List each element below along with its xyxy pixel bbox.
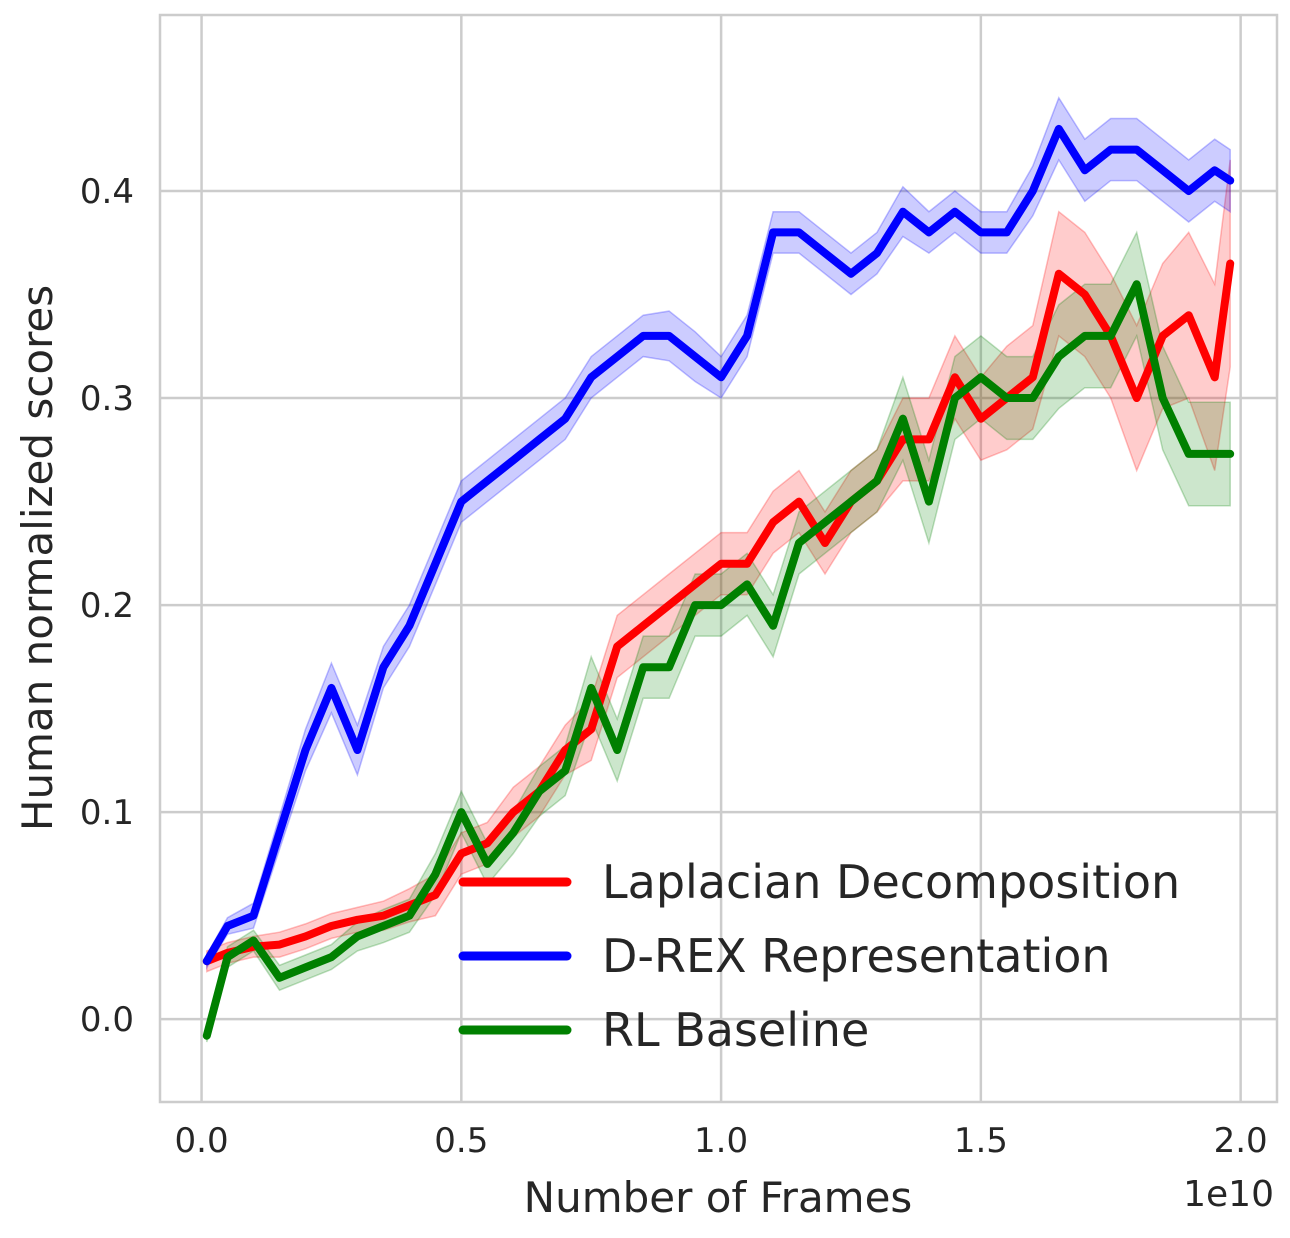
- plot-frame: [158, 13, 1279, 1104]
- legend: Laplacian Decomposition D-REX Representat…: [458, 855, 1180, 1057]
- grid: [160, 15, 1277, 1102]
- legend-label-laplacian-decomposition: Laplacian Decomposition: [602, 855, 1180, 909]
- x-axis-offset-label: 1e10: [1183, 1174, 1274, 1215]
- x-tick-label: 2.0: [1214, 1121, 1268, 1161]
- legend-label-rl-baseline: RL Baseline: [602, 1003, 869, 1057]
- band-rl-baseline: [206, 230, 1231, 1043]
- x-tick-label: 0.0: [175, 1121, 229, 1161]
- line-d-rex-representation: [202, 124, 1235, 966]
- line-laplacian-decomposition: [202, 259, 1235, 966]
- y-tick-label: 0.0: [80, 1000, 134, 1040]
- y-tick-label: 0.4: [80, 172, 134, 212]
- y-tick-label: 0.2: [80, 586, 134, 626]
- legend-label-d-rex-representation: D-REX Representation: [602, 929, 1111, 983]
- line-rl-baseline: [202, 280, 1235, 1040]
- y-tick-label: 0.3: [80, 379, 134, 419]
- x-tick-label: 1.5: [954, 1121, 1008, 1161]
- x-tick-label: 1.0: [694, 1121, 748, 1161]
- x-axis-title: Number of Frames: [524, 1173, 913, 1222]
- series-lines: [202, 124, 1235, 1040]
- y-tick-labels: 0.0 0.1 0.2 0.3 0.4: [80, 172, 134, 1040]
- x-tick-label: 0.5: [434, 1121, 488, 1161]
- band-d-rex-representation: [206, 96, 1231, 971]
- x-tick-labels: 0.0 0.5 1.0 1.5 2.0: [175, 1121, 1268, 1161]
- y-axis-title: Human normalized scores: [13, 285, 62, 831]
- y-tick-label: 0.1: [80, 793, 134, 833]
